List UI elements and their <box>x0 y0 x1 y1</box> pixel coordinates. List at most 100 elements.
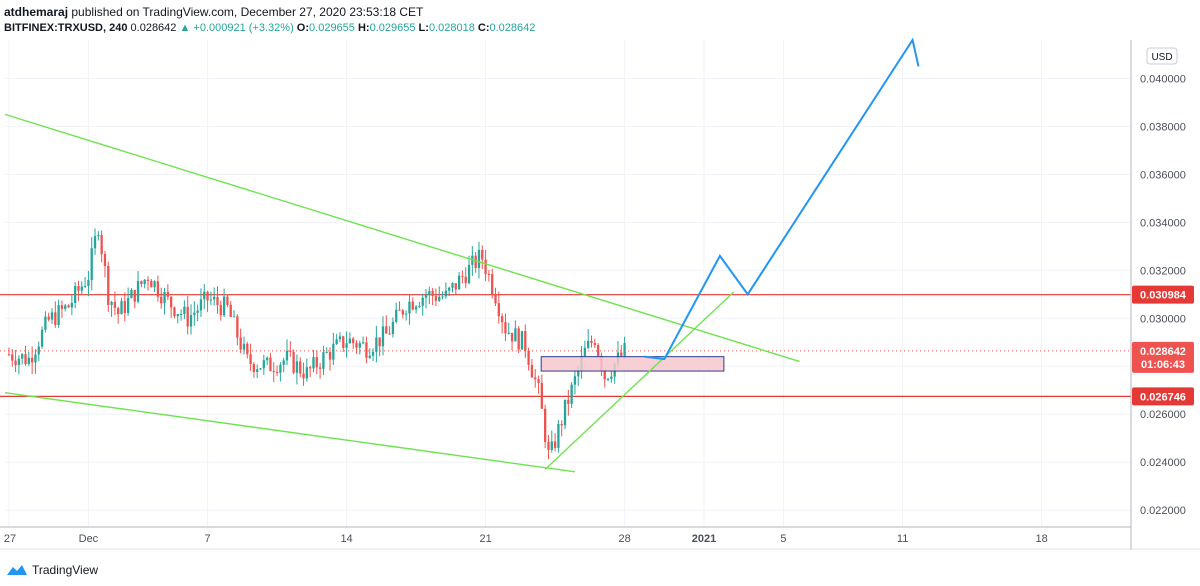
candle-body <box>37 346 40 355</box>
candle-body <box>60 305 64 309</box>
candle-body <box>199 299 203 311</box>
candle-body <box>431 290 434 296</box>
candle-body <box>375 337 378 352</box>
candle-body <box>153 281 156 288</box>
candle-body <box>606 378 610 380</box>
candle-body <box>457 275 461 290</box>
open-label: O: <box>296 22 310 34</box>
footer: TradingView <box>6 561 98 579</box>
candle-body <box>163 291 166 304</box>
candle-body <box>371 351 375 356</box>
candle-body <box>325 351 328 353</box>
candle-body <box>67 305 70 308</box>
candle-body <box>464 276 467 284</box>
candle-body <box>156 281 160 297</box>
candle-body <box>179 313 183 315</box>
projection-path <box>644 38 920 361</box>
candle-body <box>252 364 256 373</box>
candle-body <box>193 312 196 316</box>
candle-body <box>590 340 593 343</box>
candle-body <box>97 234 100 237</box>
candle-body <box>70 302 74 308</box>
candles <box>7 228 626 460</box>
candle-body <box>44 316 47 330</box>
candle-body <box>216 296 219 306</box>
symbol-line: BITFINEX:TRXUSD, 240 0.028642 ▲ +0.00092… <box>4 20 535 36</box>
candle-body <box>514 328 517 342</box>
price-tick-label: 0.022000 <box>1140 505 1186 517</box>
price-tick-label: 0.038000 <box>1140 121 1186 133</box>
price-tick-label: 0.032000 <box>1140 265 1186 277</box>
candle-body <box>232 316 236 318</box>
candle-body <box>189 315 193 327</box>
candle-body <box>570 384 573 404</box>
price-tick-label: 0.024000 <box>1140 457 1186 469</box>
trendline <box>4 391 576 473</box>
candle-body <box>395 309 398 322</box>
candle-body <box>143 279 146 285</box>
price-change: ▲ +0.000921 (+3.32%) <box>179 22 294 34</box>
candle-body <box>623 343 626 356</box>
candle-body <box>441 296 444 298</box>
candle-body <box>312 357 315 369</box>
candle-body <box>130 289 133 299</box>
candle-body <box>573 376 577 385</box>
drawings <box>4 38 920 473</box>
time-tick-label: 5 <box>780 533 786 545</box>
candle-body <box>550 441 553 450</box>
candle-body <box>593 342 596 346</box>
candle-body <box>408 301 411 314</box>
candle-body <box>209 299 213 301</box>
currency-button[interactable]: USD <box>1146 47 1178 65</box>
price-tag <box>1132 387 1194 406</box>
candle-body <box>342 336 345 348</box>
candle-body <box>401 310 404 315</box>
time-tick-label: 11 <box>897 533 908 545</box>
candle-body <box>318 367 322 369</box>
candle-body <box>173 307 176 317</box>
candle-body <box>77 286 80 291</box>
author-name[interactable]: atdhemaraj <box>4 5 69 19</box>
candle-body <box>50 312 54 320</box>
candle-body <box>368 355 371 358</box>
close-value: 0.028642 <box>489 22 536 34</box>
brand-name: TradingView <box>32 563 99 577</box>
candle-body <box>186 306 189 327</box>
candle-body <box>540 382 544 409</box>
candle-body <box>259 368 262 370</box>
price-tick-label: 0.026000 <box>1140 409 1186 421</box>
price-tag <box>1132 354 1194 373</box>
candle-body <box>219 305 222 316</box>
candle-body <box>305 367 309 379</box>
candle-body <box>222 296 226 316</box>
candle-body <box>537 379 540 383</box>
candle-body <box>338 336 342 340</box>
candle-body <box>236 316 239 338</box>
candle-body <box>123 300 126 313</box>
candle-body <box>140 281 143 285</box>
candle-body <box>510 332 514 342</box>
candle-body <box>272 371 275 373</box>
candle-body <box>358 343 361 348</box>
candle-body <box>454 283 457 290</box>
candle-body <box>21 354 24 359</box>
candle-body <box>226 296 229 305</box>
candle-body <box>295 361 299 373</box>
candle-body <box>203 291 206 300</box>
price-tick-label: 0.036000 <box>1140 169 1186 181</box>
candle-body <box>262 360 265 369</box>
candle-body <box>80 286 83 291</box>
candle-body <box>500 316 504 323</box>
currency-button-frame <box>1146 47 1178 65</box>
price-tick-label: 0.030000 <box>1140 313 1186 325</box>
price-chart[interactable]: 0.0220000.0240000.0260000.0280000.030000… <box>0 38 1200 550</box>
price-tick-label: 0.034000 <box>1140 217 1186 229</box>
candle-body <box>239 337 242 350</box>
candle-body <box>265 357 269 361</box>
chart-header: atdhemaraj published on TradingView.com,… <box>4 4 535 36</box>
candle-body <box>14 360 17 365</box>
candle-body <box>47 316 50 320</box>
trendline <box>4 113 800 363</box>
support-zone-box <box>540 356 725 372</box>
candle-body <box>133 289 136 302</box>
